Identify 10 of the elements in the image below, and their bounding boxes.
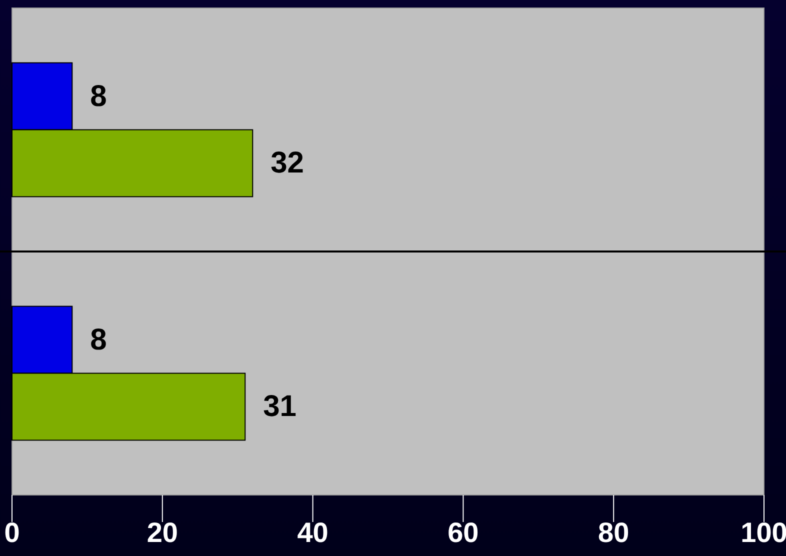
x-tick-label: 60 (448, 517, 479, 548)
x-tick-label: 100 (740, 517, 786, 548)
data-label: 8 (90, 80, 107, 113)
x-tick-label: 80 (598, 517, 630, 548)
x-tick-label: 40 (297, 517, 328, 548)
data-label: 31 (263, 390, 296, 424)
x-tick-label: 20 (146, 517, 178, 548)
data-label: 8 (90, 323, 107, 356)
data-label: 32 (270, 146, 304, 180)
x-tick-label: 0 (4, 517, 20, 548)
